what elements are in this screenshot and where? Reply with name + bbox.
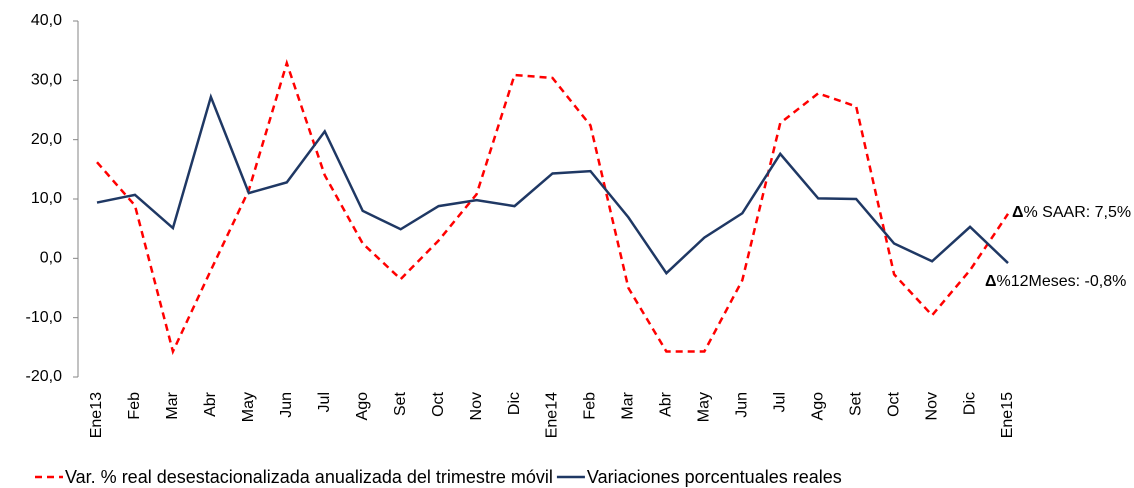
x-tick-label: Jun bbox=[734, 392, 751, 418]
x-tick-label: Mar bbox=[164, 391, 181, 419]
x-tick-label: Mar bbox=[620, 391, 637, 419]
x-tick-label: Feb bbox=[582, 392, 599, 420]
x-tick-label: Abr bbox=[658, 391, 675, 417]
y-tick-label: 40,0 bbox=[31, 12, 62, 29]
x-tick-label: Set bbox=[847, 391, 864, 416]
x-tick-label: May bbox=[240, 392, 257, 422]
x-tick-label: Ene13 bbox=[88, 392, 105, 438]
x-tick-label: Oct bbox=[885, 391, 902, 416]
annotation: Δ% SAAR: 7,5% bbox=[1012, 204, 1131, 221]
x-tick-label: Jul bbox=[771, 392, 788, 412]
x-tick-label: Ene14 bbox=[544, 392, 561, 438]
x-tick-label: Ago bbox=[809, 392, 826, 421]
y-tick-label: -20,0 bbox=[26, 368, 63, 385]
x-tick-label: May bbox=[696, 392, 713, 422]
y-tick-label: 20,0 bbox=[31, 131, 62, 148]
legend-label: Variaciones porcentuales reales bbox=[587, 467, 842, 487]
x-tick-label: Feb bbox=[126, 392, 143, 420]
x-tick-label: Oct bbox=[430, 391, 447, 416]
x-tick-label: Jun bbox=[278, 392, 295, 418]
x-tick-label: Nov bbox=[468, 392, 485, 420]
x-tick-label: Jul bbox=[316, 392, 333, 412]
y-tick-label: -10,0 bbox=[26, 309, 63, 326]
y-tick-label: 0,0 bbox=[40, 250, 62, 267]
x-tick-label: Set bbox=[392, 391, 409, 416]
x-tick-label: Dic bbox=[961, 392, 978, 415]
x-tick-label: Ene15 bbox=[999, 392, 1016, 438]
series-line bbox=[96, 59, 1010, 356]
x-tick-label: Abr bbox=[202, 391, 219, 417]
x-tick-label: Nov bbox=[923, 392, 940, 420]
legend-label: Var. % real desestacionalizada anualizad… bbox=[65, 467, 553, 487]
annotation: Δ%12Meses: -0,8% bbox=[985, 273, 1126, 290]
x-tick-label: Dic bbox=[506, 392, 523, 415]
y-tick-label: 10,0 bbox=[31, 190, 62, 207]
y-tick-label: 30,0 bbox=[31, 72, 62, 89]
series-line bbox=[96, 93, 1009, 276]
x-tick-label: Ago bbox=[354, 392, 371, 421]
